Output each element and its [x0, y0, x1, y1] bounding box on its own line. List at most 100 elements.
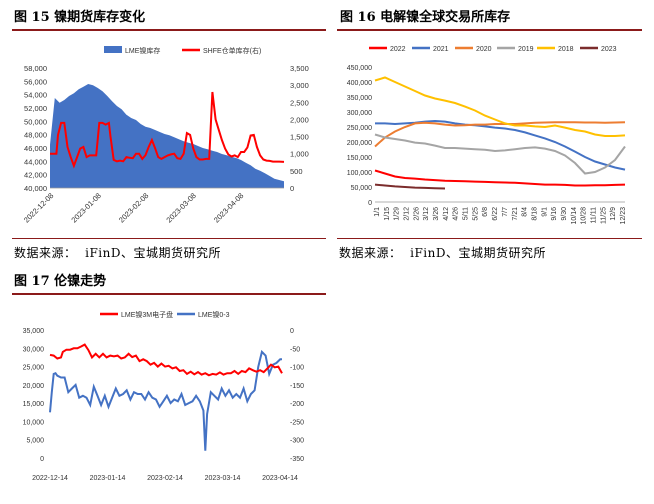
x-tick-label: 3/26: [433, 207, 440, 221]
y-tick-label: 44,000: [24, 157, 47, 166]
y-tick-label: 40,000: [24, 184, 47, 193]
x-tick-label: 2023-03-14: [205, 475, 241, 482]
legend-2021-label: 2021: [433, 46, 449, 53]
y2-tick-label: -200: [290, 401, 304, 408]
series-lme-3m-line: [49, 343, 283, 377]
x-tick-label: 5/11: [463, 207, 470, 220]
legend-shfe-label: SHFE仓单库存(右): [203, 46, 261, 55]
figure-16-bottom-rule: [337, 238, 642, 239]
series-lme-0-3-line: [49, 349, 282, 451]
legend-lme-swatch: [104, 46, 122, 53]
x-tick-label: 11/25: [600, 207, 607, 224]
y-tick-label: 52,000: [24, 104, 47, 113]
y-tick-label: 35,000: [23, 328, 45, 335]
series-2018-line: [374, 76, 626, 137]
figure-17-title: 图 17 伦镍走势: [14, 274, 107, 289]
x-tick-label: 4/12: [443, 207, 450, 221]
y-tick-label: 50,000: [24, 117, 47, 126]
y2-tick-label: 3,000: [290, 81, 309, 90]
y-tick-label: 56,000: [24, 77, 47, 86]
x-tick-label: 11/11: [590, 207, 597, 224]
figure-17-title-rule: [12, 293, 326, 295]
figure-16-title: 图 16 电解镍全球交易所库存: [340, 10, 511, 25]
x-tick-label: 6/22: [492, 207, 499, 221]
y-tick-label: 200,000: [347, 140, 372, 147]
x-tick-label: 12/9: [610, 207, 617, 221]
x-tick-label: 7/7: [502, 207, 509, 217]
x-tick-label: 10/14: [571, 207, 578, 225]
legend-2019-label: 2019: [518, 46, 534, 53]
y-tick-label: 0: [40, 456, 44, 463]
y2-tick-label: 2,000: [290, 115, 309, 124]
y-tick-label: 100,000: [347, 170, 372, 177]
legend-2022-label: 2022: [390, 46, 406, 53]
legend-lme-3m-label: LME镍3M电子盘: [121, 310, 173, 319]
y-tick-label: 250,000: [347, 125, 372, 132]
x-tick-label: 2022-12-08: [22, 191, 55, 224]
x-tick-label: 2023-04-14: [262, 475, 298, 482]
series-shfe-inventory-line: [50, 91, 285, 169]
x-tick-label: 2023-02-14: [147, 475, 183, 482]
y-tick-label: 350,000: [347, 95, 372, 102]
y2-tick-label: -150: [290, 383, 304, 390]
x-tick-label: 2/26: [413, 207, 420, 221]
y2-tick-label: 1,500: [290, 133, 309, 142]
y2-tick-label: -350: [290, 456, 304, 463]
y2-tick-label: 0: [290, 328, 294, 335]
x-tick-label: 1/29: [394, 207, 401, 221]
x-tick-label: 2023-02-08: [117, 191, 150, 224]
y2-tick-label: 500: [290, 167, 303, 176]
x-tick-label: 10/28: [581, 207, 588, 225]
y-tick-label: 54,000: [24, 91, 47, 100]
x-tick-label: 9/1: [541, 207, 548, 217]
legend-2020-label: 2020: [476, 46, 492, 53]
lme-shfe-nickel-inventory-chart: LME镍库存 SHFE仓单库存(右) 40,000 42,000 44,000 46,00…: [22, 46, 309, 225]
x-tick-label: 2023-01-08: [69, 191, 102, 224]
y-tick-label: 15,000: [23, 401, 45, 408]
y-tick-label: 150,000: [347, 155, 372, 162]
y-tick-label: 0: [368, 200, 372, 207]
y2-tick-label: -300: [290, 438, 304, 445]
figure-15-title: 图 15 镍期货库存变化: [14, 10, 146, 25]
x-tick-label: 2023-04-08: [212, 191, 245, 224]
series-2022-line: [374, 169, 626, 187]
x-tick-label: 8/18: [531, 207, 538, 221]
x-tick-label: 5/25: [472, 207, 479, 221]
y2-tick-label: 2,500: [290, 98, 309, 107]
figure-15-bottom-rule: [12, 238, 326, 239]
series-2023-line: [374, 183, 446, 190]
y-tick-label: 10,000: [23, 419, 45, 426]
global-exchange-nickel-inventory-chart: 2022 2021 2020 2019 2018 2023 0 50,000 100,000 15…: [347, 46, 627, 225]
x-tick-label: 3/12: [423, 207, 430, 221]
y-tick-label: 300,000: [347, 110, 372, 117]
x-tick-label: 12/23: [620, 207, 627, 225]
y-tick-label: 20,000: [23, 383, 45, 390]
legend-lme-label: LME镍库存: [125, 46, 160, 55]
figure-16-title-rule: [337, 29, 642, 31]
x-tick-label: 7/21: [512, 207, 519, 221]
y-tick-label: 50,000: [351, 185, 373, 192]
x-tick-label: 1/15: [384, 207, 391, 221]
y2-tick-label: 0: [290, 184, 294, 193]
figure-16-source: 数据来源： iFinD、宝城期货研究所: [339, 246, 546, 260]
figure-15-source: 数据来源： iFinD、宝城期货研究所: [14, 246, 221, 260]
x-tick-label: 9/16: [551, 207, 558, 221]
y-tick-label: 450,000: [347, 65, 372, 72]
y2-tick-label: -250: [290, 419, 304, 426]
y2-tick-label: 3,500: [290, 64, 309, 73]
legend-lme-0-3-label: LME镍0-3: [198, 310, 230, 319]
series-2021-line: [375, 119, 626, 171]
legend-2023-label: 2023: [601, 46, 617, 53]
x-tick-label: 6/8: [482, 207, 489, 217]
y-tick-label: 25,000: [23, 365, 45, 372]
y-tick-label: 5,000: [26, 438, 44, 445]
figure-15-title-rule: [12, 29, 326, 31]
series-lme-inventory-area: [50, 84, 284, 188]
y2-tick-label: -100: [290, 365, 304, 372]
x-tick-label: 8/4: [522, 207, 529, 217]
x-tick-label: 4/26: [453, 207, 460, 221]
y-tick-label: 46,000: [24, 144, 47, 153]
x-tick-label: 9/30: [561, 207, 568, 221]
legend-2018-label: 2018: [558, 46, 574, 53]
y-tick-label: 58,000: [24, 64, 47, 73]
